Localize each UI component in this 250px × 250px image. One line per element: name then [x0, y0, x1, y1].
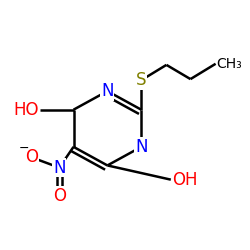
Text: CH₃: CH₃: [217, 57, 242, 71]
Text: −: −: [19, 142, 30, 154]
Text: HO: HO: [13, 101, 38, 119]
Text: N: N: [135, 138, 147, 156]
Text: S: S: [136, 71, 146, 89]
Text: N: N: [101, 82, 114, 100]
Text: O: O: [26, 148, 38, 166]
Text: O: O: [53, 187, 66, 205]
Text: OH: OH: [172, 171, 198, 189]
Text: N: N: [53, 159, 66, 177]
